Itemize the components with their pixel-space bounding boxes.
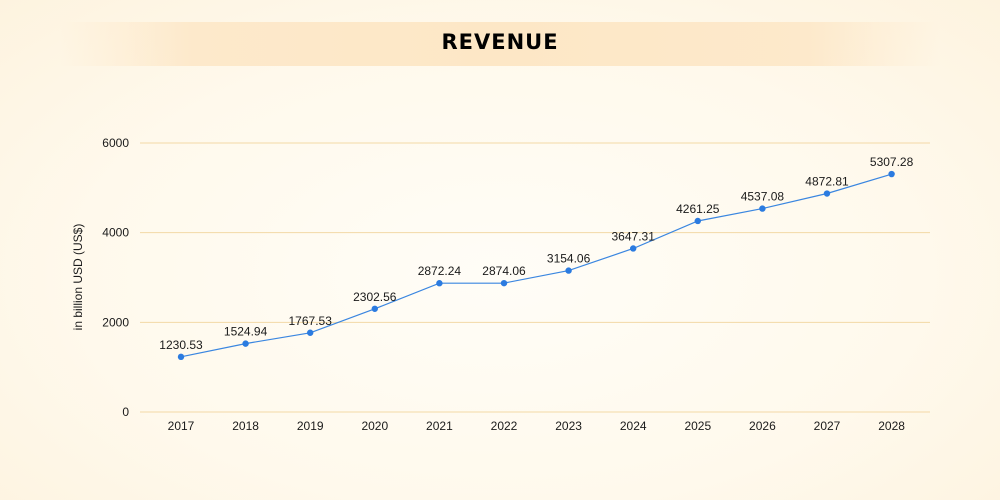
data-label: 5307.28 bbox=[870, 155, 914, 169]
data-point bbox=[823, 190, 831, 197]
data-label: 4261.25 bbox=[676, 202, 720, 216]
data-point bbox=[759, 205, 766, 212]
x-axis-ticks: 2017 2018 2019 2020 2021 2022 2023 2024 2025 2026… bbox=[168, 419, 906, 433]
data-point bbox=[242, 340, 249, 347]
x-tick-label: 2024 bbox=[620, 419, 647, 433]
data-point bbox=[500, 279, 508, 287]
data-label: 3154.06 bbox=[547, 252, 591, 266]
data-point bbox=[436, 280, 443, 287]
data-point bbox=[888, 170, 895, 178]
series-line-path bbox=[180, 173, 892, 358]
data-point bbox=[565, 267, 572, 274]
y-tick-label: 2000 bbox=[102, 315, 129, 329]
x-tick-label: 2026 bbox=[749, 419, 776, 433]
data-point bbox=[177, 353, 185, 361]
data-label: 4872.81 bbox=[805, 175, 849, 189]
data-point bbox=[307, 329, 314, 336]
y-tick-label: 0 bbox=[122, 405, 129, 419]
gridlines bbox=[140, 142, 930, 413]
y-tick-label: 4000 bbox=[102, 226, 129, 240]
x-tick-label: 2022 bbox=[491, 419, 518, 433]
data-label: 1230.53 bbox=[159, 338, 203, 352]
x-tick-label: 2025 bbox=[684, 419, 711, 433]
x-tick-label: 2027 bbox=[814, 419, 841, 433]
x-tick-label: 2019 bbox=[297, 419, 324, 433]
data-point bbox=[630, 245, 637, 252]
data-label: 3647.31 bbox=[612, 229, 656, 243]
chart-title: REVENUE bbox=[441, 30, 559, 54]
title-band bbox=[60, 22, 940, 66]
x-tick-label: 2020 bbox=[361, 419, 388, 433]
data-labels: 1230.53 1524.94 1767.53 2302.56 2872.24 2874.… bbox=[159, 155, 913, 352]
y-tick-label: 6000 bbox=[102, 136, 129, 150]
x-tick-label: 2028 bbox=[878, 419, 905, 433]
data-points bbox=[177, 170, 895, 361]
x-tick-label: 2018 bbox=[232, 419, 259, 433]
data-label: 1524.94 bbox=[224, 325, 268, 339]
y-axis-ticks: 0 2000 4000 6000 bbox=[102, 136, 129, 419]
y-axis-label: in billion USD (US$) bbox=[71, 224, 85, 331]
data-point bbox=[371, 305, 378, 312]
data-label: 4537.08 bbox=[741, 190, 785, 204]
data-label: 1767.53 bbox=[289, 314, 333, 328]
x-tick-label: 2021 bbox=[426, 419, 453, 433]
x-tick-label: 2023 bbox=[555, 419, 582, 433]
series-line bbox=[180, 173, 892, 358]
data-label: 2872.24 bbox=[418, 264, 462, 278]
data-point bbox=[694, 217, 701, 225]
data-label: 2302.56 bbox=[353, 290, 397, 304]
x-tick-label: 2017 bbox=[168, 419, 195, 433]
data-label: 2874.06 bbox=[482, 264, 526, 278]
